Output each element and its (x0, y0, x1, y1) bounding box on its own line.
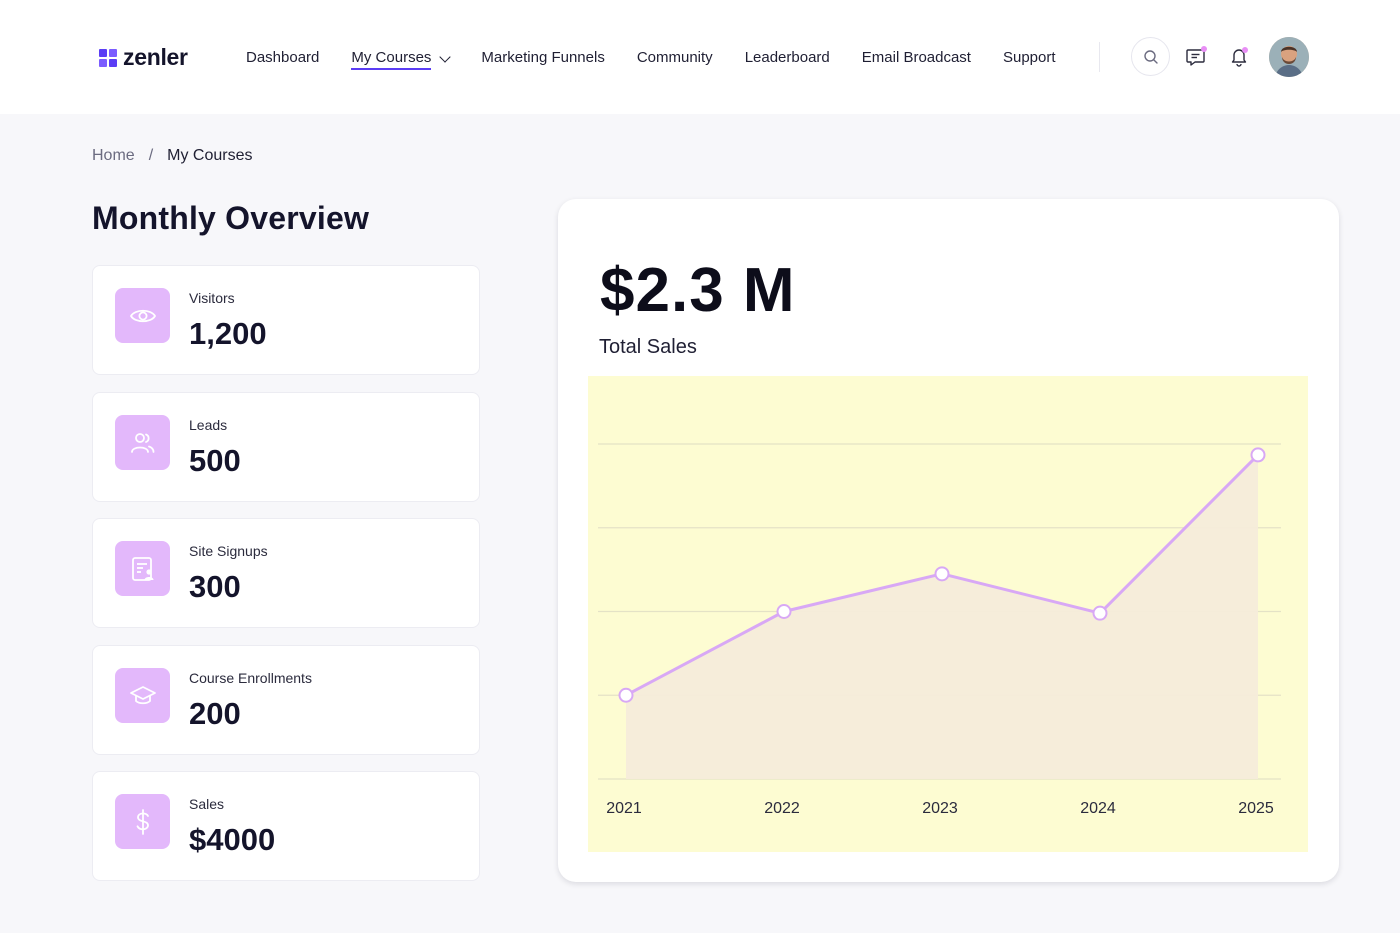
chat-button[interactable] (1183, 44, 1209, 70)
x-tick-label: 2023 (922, 800, 958, 817)
stat-icon-box (115, 288, 170, 343)
nav-label: Community (636, 48, 713, 66)
stat-label: Sales (189, 796, 225, 812)
data-point (934, 566, 950, 582)
stat-value: 300 (189, 569, 241, 604)
top-header: zenler Dashboard My Courses Marketing Fu… (0, 0, 1400, 114)
series-area (626, 454, 1258, 779)
total-sales-value: $2.3 M (600, 256, 796, 325)
stat-card-leads: Leads 500 (92, 392, 480, 502)
chevron-down-icon (439, 51, 452, 63)
nav-item-email-broadcast[interactable]: Email Broadcast (862, 49, 971, 66)
breadcrumb-current: My Courses (167, 147, 253, 164)
search-button[interactable] (1131, 37, 1170, 76)
data-point (776, 604, 792, 619)
nav-label: Support (1002, 48, 1056, 66)
x-tick-label: 2021 (606, 800, 642, 817)
avatar[interactable] (1269, 37, 1309, 77)
nav-label: Marketing Funnels (481, 48, 605, 66)
sales-area-chart: 2021 2022 2023 2024 2025 (588, 376, 1308, 852)
breadcrumb-home-link[interactable]: Home (92, 147, 135, 164)
nav-item-leaderboard[interactable]: Leaderboard (745, 49, 830, 66)
main-nav: Dashboard My Courses Marketing Funnels C… (246, 0, 1088, 114)
nav-item-marketing-funnels[interactable]: Marketing Funnels (481, 49, 604, 66)
stat-card-visitors: Visitors 1,200 (92, 265, 480, 375)
stat-value: 500 (189, 443, 241, 478)
stat-icon-box (115, 415, 170, 470)
total-sales-panel: $2.3 M Total Sales 2021 2022 2023 2024 2025 (558, 199, 1339, 882)
nav-label: My Courses (351, 49, 432, 70)
breadcrumb-separator: / (148, 147, 154, 164)
users-icon (130, 432, 154, 453)
stat-icon-box (115, 541, 170, 596)
total-sales-label: Total Sales (599, 336, 697, 358)
zenler-logo-icon (99, 48, 117, 67)
stat-value: 200 (189, 696, 241, 731)
eye-icon (129, 309, 156, 322)
stat-icon-box (115, 794, 170, 849)
stat-label: Site Signups (189, 543, 268, 559)
stat-label: Leads (189, 417, 228, 433)
x-tick-label: 2022 (764, 800, 800, 817)
x-tick-label: 2025 (1238, 800, 1274, 817)
user-photo-icon (1269, 37, 1309, 77)
nav-divider (1099, 42, 1100, 72)
search-icon (1143, 49, 1158, 64)
stat-icon-box (115, 668, 170, 723)
nav-label: Leaderboard (744, 48, 830, 66)
stat-card-site-signups: Site Signups 300 (92, 518, 480, 628)
notifications-button[interactable] (1226, 44, 1252, 70)
stat-value: 1,200 (189, 316, 267, 351)
stat-card-course-enrollments: Course Enrollments 200 (92, 645, 480, 755)
stat-label: Visitors (189, 290, 235, 306)
zenler-logo[interactable]: zenler (99, 44, 188, 71)
nav-item-community[interactable]: Community (637, 49, 713, 66)
signup-form-icon (131, 556, 153, 581)
nav-item-my-courses[interactable]: My Courses (351, 45, 452, 70)
stat-label: Course Enrollments (189, 670, 312, 686)
stat-value: $4000 (189, 822, 276, 857)
nav-item-dashboard[interactable]: Dashboard (246, 49, 319, 66)
dollar-icon (136, 808, 149, 835)
page-title: Monthly Overview (92, 200, 370, 236)
data-point (618, 687, 634, 703)
bell-icon (1231, 49, 1247, 67)
notification-dot (1242, 47, 1248, 53)
nav-label: Dashboard (246, 48, 320, 66)
graduation-cap-icon (129, 685, 156, 704)
x-tick-label: 2024 (1080, 800, 1116, 817)
data-point (1250, 447, 1266, 463)
notification-dot (1201, 46, 1207, 52)
data-point (1092, 605, 1108, 621)
breadcrumb: Home / My Courses (92, 147, 253, 165)
logo-text: zenler (123, 44, 188, 70)
nav-item-support[interactable]: Support (1003, 49, 1056, 66)
stat-card-sales: Sales $4000 (92, 771, 480, 881)
nav-label: Email Broadcast (861, 48, 971, 66)
